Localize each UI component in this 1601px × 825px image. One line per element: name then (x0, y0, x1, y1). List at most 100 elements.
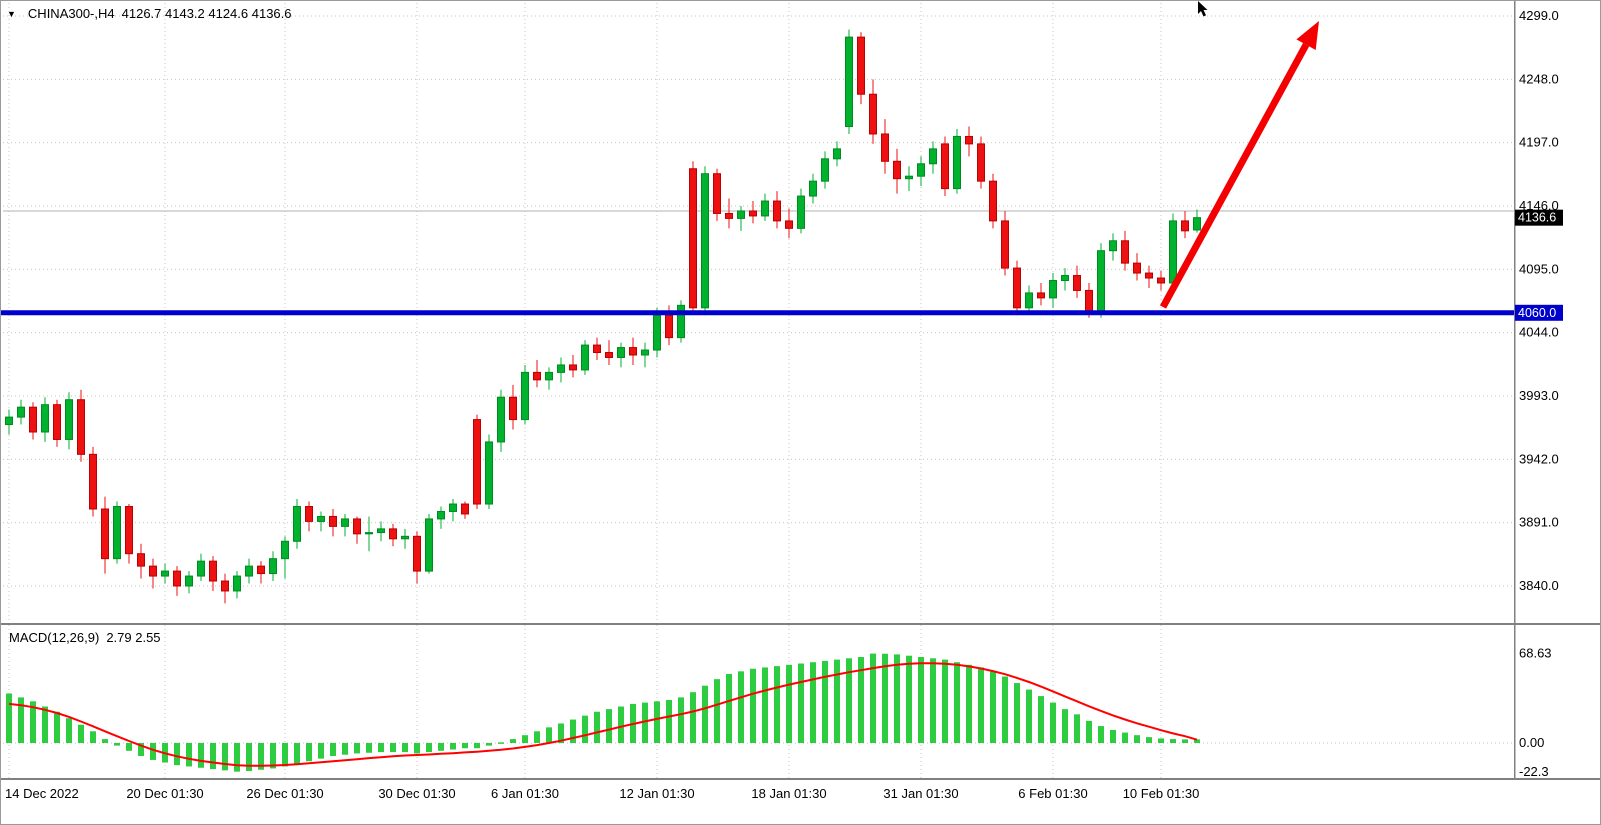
candle-body (1121, 240, 1129, 264)
chart-header: ▼ CHINA300-,H4 4126.7 4143.2 4124.6 4136… (7, 6, 292, 21)
candle-body (1049, 280, 1057, 299)
candle-body (233, 575, 241, 592)
trend-arrow-shaft[interactable] (1159, 43, 1310, 309)
macd-histogram-bar (642, 702, 648, 743)
price-axis-label: 4095.0 (1519, 261, 1559, 276)
candle-body (689, 168, 697, 309)
candle-body (89, 453, 97, 510)
macd-histogram-bar (618, 706, 624, 743)
candle-body (773, 200, 781, 222)
time-axis-label: 20 Dec 01:30 (126, 786, 203, 801)
macd-histogram-bar (126, 743, 132, 751)
macd-histogram-bar (1182, 739, 1188, 743)
macd-histogram-bar (66, 718, 72, 743)
candle-body (245, 565, 253, 577)
macd-histogram-bar (594, 711, 600, 743)
macd-histogram-bar (1134, 735, 1140, 743)
price-axis-label: 4146.0 (1519, 198, 1559, 213)
candle-body (641, 349, 649, 356)
macd-histogram-bar (138, 743, 144, 757)
candle-body (377, 528, 385, 534)
macd-histogram-bar (426, 743, 432, 753)
candle-body (389, 528, 397, 540)
macd-histogram-bar (882, 653, 888, 743)
candle-body (365, 532, 373, 535)
candle-body (173, 570, 181, 587)
macd-histogram-bar (690, 692, 696, 743)
candle-body (761, 200, 769, 217)
macd-axis-label: 68.63 (1519, 646, 1552, 661)
support-price-badge (1515, 304, 1563, 321)
support-price-badge-text: 4060.0 (1518, 306, 1556, 320)
candle-body (977, 143, 985, 182)
macd-histogram-bar (978, 667, 984, 743)
candle-body (533, 371, 541, 381)
macd-histogram-bar (726, 673, 732, 743)
macd-histogram-bar (390, 743, 396, 753)
macd-histogram-bar (1194, 739, 1200, 743)
candle-body (197, 560, 205, 577)
candle-body (221, 580, 229, 592)
candle-body (149, 565, 157, 577)
candle-body (401, 535, 409, 540)
macd-histogram-bar (1122, 732, 1128, 743)
macd-histogram-bar (990, 671, 996, 743)
candle-body (557, 364, 565, 373)
macd-histogram-bar (930, 658, 936, 743)
macd-histogram-bar (42, 706, 48, 743)
macd-histogram-bar (78, 724, 84, 743)
candle-body (701, 173, 709, 309)
candle-body (821, 158, 829, 182)
macd-histogram-bar (1158, 738, 1164, 743)
macd-histogram-bar (150, 743, 156, 760)
macd-histogram-bar (282, 743, 288, 767)
candle-body (545, 371, 553, 381)
price-axis-label: 3993.0 (1519, 388, 1559, 403)
candle-body (137, 553, 145, 567)
symbol-dropdown-icon[interactable]: ▼ (7, 9, 16, 19)
time-axis-label: 26 Dec 01:30 (246, 786, 323, 801)
current-price-badge-text: 4136.6 (1518, 211, 1556, 225)
macd-histogram-bar (954, 662, 960, 743)
candle-body (341, 518, 349, 527)
candle-body (101, 508, 109, 560)
candle-body (437, 510, 445, 520)
pane-separator (1, 623, 1600, 625)
macd-histogram-bar (414, 743, 420, 754)
time-axis-label: 30 Dec 01:30 (378, 786, 455, 801)
candle-body (5, 416, 13, 426)
macd-axis-label: 0.00 (1519, 735, 1544, 750)
macd-histogram-bar (846, 658, 852, 743)
macd-histogram-bar (1002, 676, 1008, 743)
candle-body (461, 503, 469, 515)
macd-histogram-bar (102, 739, 108, 743)
candle-body (713, 173, 721, 214)
candle-body (317, 515, 325, 522)
candle-body (413, 535, 421, 572)
macd-histogram-bar (918, 657, 924, 743)
candle-body (797, 195, 805, 229)
macd-header: MACD(12,26,9) 2.79 2.55 (9, 630, 161, 645)
candle-body (665, 314, 673, 339)
candle-body (113, 506, 121, 560)
macd-histogram-bar (1086, 720, 1092, 743)
candle-body (929, 148, 937, 165)
macd-histogram-bar (606, 709, 612, 743)
axis-separator (1514, 1, 1516, 780)
macd-histogram-bar (318, 743, 324, 759)
candle-body (17, 406, 25, 418)
candle-body (293, 506, 301, 542)
macd-histogram-bar (1062, 709, 1068, 743)
candle-body (785, 220, 793, 229)
price-axis-label: 4248.0 (1519, 71, 1559, 86)
candle-body (737, 210, 745, 219)
candle-body (1133, 262, 1141, 274)
time-axis-label: 18 Jan 01:30 (751, 786, 826, 801)
candle-body (1097, 250, 1105, 314)
candle-body (1001, 220, 1009, 269)
candle-body (1193, 217, 1201, 231)
candle-body (509, 396, 517, 421)
trend-arrow-head[interactable] (1296, 21, 1319, 50)
